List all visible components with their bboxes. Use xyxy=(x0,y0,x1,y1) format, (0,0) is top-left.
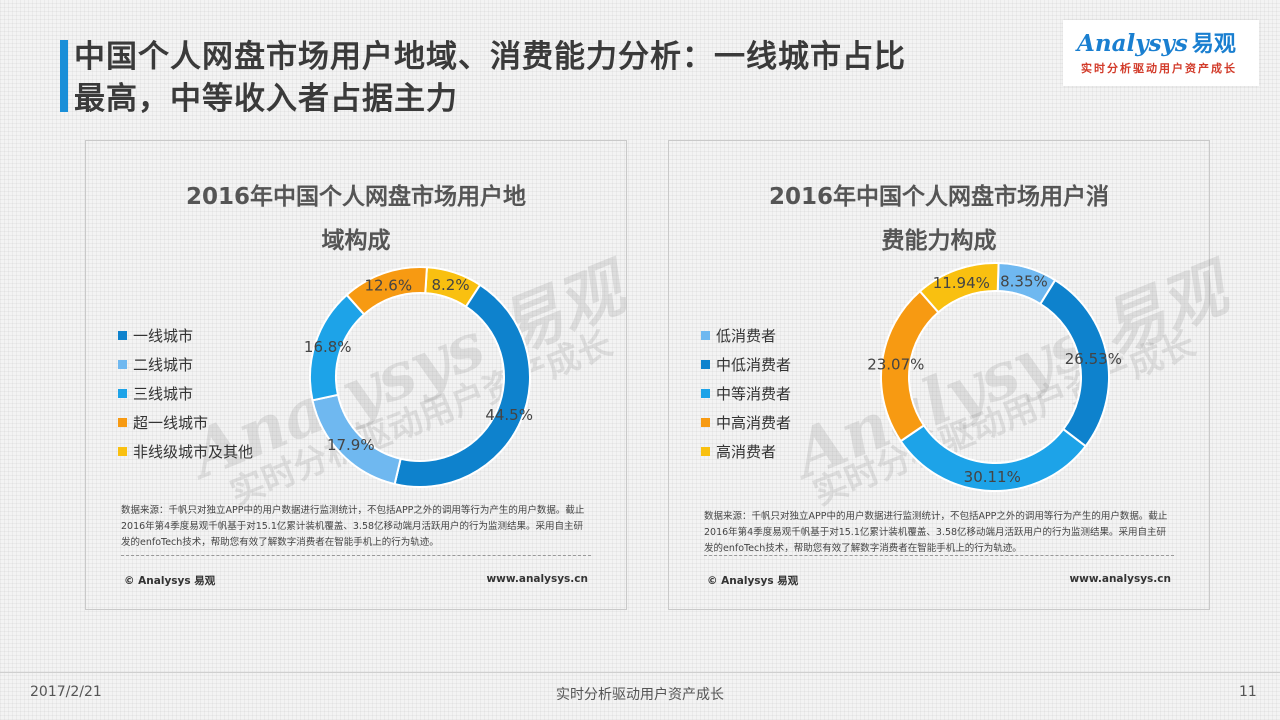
legend-label: 一线城市 xyxy=(133,327,194,345)
slice-value-label: 17.9% xyxy=(327,436,375,454)
donut-slice xyxy=(345,266,428,316)
legend-label: 二线城市 xyxy=(133,356,194,374)
logo-slogan: 实时分析驱动用户资产成长 xyxy=(1081,62,1237,75)
logo-text-cn: 易观 xyxy=(1191,32,1236,57)
legend-label: 中高消费者 xyxy=(716,414,792,432)
page-title: 中国个人网盘市场用户地域、消费能力分析：一线城市占比 最高，中等收入者占据主力 xyxy=(74,36,1054,120)
legend-item: 超一线城市 xyxy=(118,408,253,437)
consumption-donut-chart: 8.35% 26.53% 30.11% 23.07% 11.94% xyxy=(867,262,1122,492)
legend-label: 低消费者 xyxy=(716,327,777,345)
legend-swatch xyxy=(118,418,127,427)
slice-value-label: 44.5% xyxy=(485,406,533,424)
consumption-chart-panel: Analysys 易观 实时分析驱动用户资产成长 2016年中国个人网盘市场用户… xyxy=(668,140,1237,610)
footer-slogan: 实时分析驱动用户资产成长 xyxy=(556,687,724,703)
note-divider xyxy=(704,555,1174,556)
legend-item: 中低消费者 xyxy=(701,350,791,379)
website-link[interactable]: www.analysys.cn xyxy=(486,573,588,585)
logo-text-en: Analysys xyxy=(1077,30,1188,57)
slice-value-label: 8.35% xyxy=(1000,272,1048,290)
consumption-chart-title-line1: 2016年中国个人网盘市场用户消 xyxy=(768,184,1109,210)
legend-swatch xyxy=(701,447,710,456)
legend-item: 中高消费者 xyxy=(701,408,791,437)
title-accent-bar xyxy=(60,40,68,112)
legend-swatch xyxy=(118,360,127,369)
slice-value-label: 16.8% xyxy=(304,338,352,356)
website-link[interactable]: www.analysys.cn xyxy=(1069,573,1171,585)
legend-swatch xyxy=(701,360,710,369)
page-title-line1: 中国个人网盘市场用户地域、消费能力分析：一线城市占比 xyxy=(74,39,906,75)
region-chart-panel: Analysys 易观 实时分析驱动用户资产成长 2016年中国个人网盘市场用户… xyxy=(85,140,634,610)
legend-label: 三线城市 xyxy=(133,385,194,403)
legend-swatch xyxy=(118,447,127,456)
legend-swatch xyxy=(118,389,127,398)
consumption-legend: 低消费者 中低消费者 中等消费者 中高消费者 高消费者 xyxy=(701,321,791,466)
legend-item: 二线城市 xyxy=(118,350,253,379)
legend-item: 一线城市 xyxy=(118,321,253,350)
region-chart-title-line2: 域构成 xyxy=(321,228,391,254)
legend-label: 非线级城市及其他 xyxy=(133,443,254,461)
legend-label: 高消费者 xyxy=(716,443,777,461)
consumption-chart-title-line2: 费能力构成 xyxy=(881,228,997,254)
slice-value-label: 26.53% xyxy=(1065,350,1122,368)
source-note: 数据来源：千帆只对独立APP中的用户数据进行监测统计，不包括APP之外的调用等行… xyxy=(121,505,585,548)
legend-swatch xyxy=(701,389,710,398)
legend-item: 非线级城市及其他 xyxy=(118,437,253,466)
region-donut-chart: 8.2% 44.5% 17.9% 16.8% 12.6% xyxy=(304,266,533,488)
legend-item: 低消费者 xyxy=(701,321,791,350)
footer-divider xyxy=(0,672,1280,673)
analysys-logo: Analysys 易观 实时分析驱动用户资产成长 xyxy=(1063,20,1259,86)
consumption-chart-title: 2016年中国个人网盘市场用户消 费能力构成 xyxy=(729,175,1149,263)
source-note: 数据来源：千帆只对独立APP中的用户数据进行监测统计，不包括APP之外的调用等行… xyxy=(704,511,1168,554)
slice-value-label: 12.6% xyxy=(364,276,412,294)
donut-slice xyxy=(918,262,1000,314)
legend-swatch xyxy=(118,331,127,340)
region-chart-title-line1: 2016年中国个人网盘市场用户地 xyxy=(185,184,526,210)
region-chart-title: 2016年中国个人网盘市场用户地 域构成 xyxy=(146,175,566,263)
legend-label: 超一线城市 xyxy=(133,414,209,432)
slice-value-label: 8.2% xyxy=(431,276,469,294)
copyright: © Analysys 易观 xyxy=(124,575,216,587)
slice-value-label: 23.07% xyxy=(867,355,924,373)
note-divider xyxy=(121,555,591,556)
page-title-line2: 最高，中等收入者占据主力 xyxy=(74,81,458,117)
region-legend: 一线城市 二线城市 三线城市 超一线城市 非线级城市及其他 xyxy=(118,321,253,466)
slice-value-label: 11.94% xyxy=(933,274,990,292)
legend-label: 中等消费者 xyxy=(716,385,792,403)
footer-date: 2017/2/21 xyxy=(30,684,102,700)
legend-label: 中低消费者 xyxy=(716,356,792,374)
legend-item: 中等消费者 xyxy=(701,379,791,408)
legend-item: 三线城市 xyxy=(118,379,253,408)
page-number: 11 xyxy=(1239,684,1257,700)
legend-swatch xyxy=(701,331,710,340)
copyright: © Analysys 易观 xyxy=(707,575,799,587)
legend-item: 高消费者 xyxy=(701,437,791,466)
legend-swatch xyxy=(701,418,710,427)
slice-value-label: 30.11% xyxy=(964,468,1021,486)
donut-slice xyxy=(393,283,531,488)
logo-text: Analysys 易观 xyxy=(1077,26,1236,58)
